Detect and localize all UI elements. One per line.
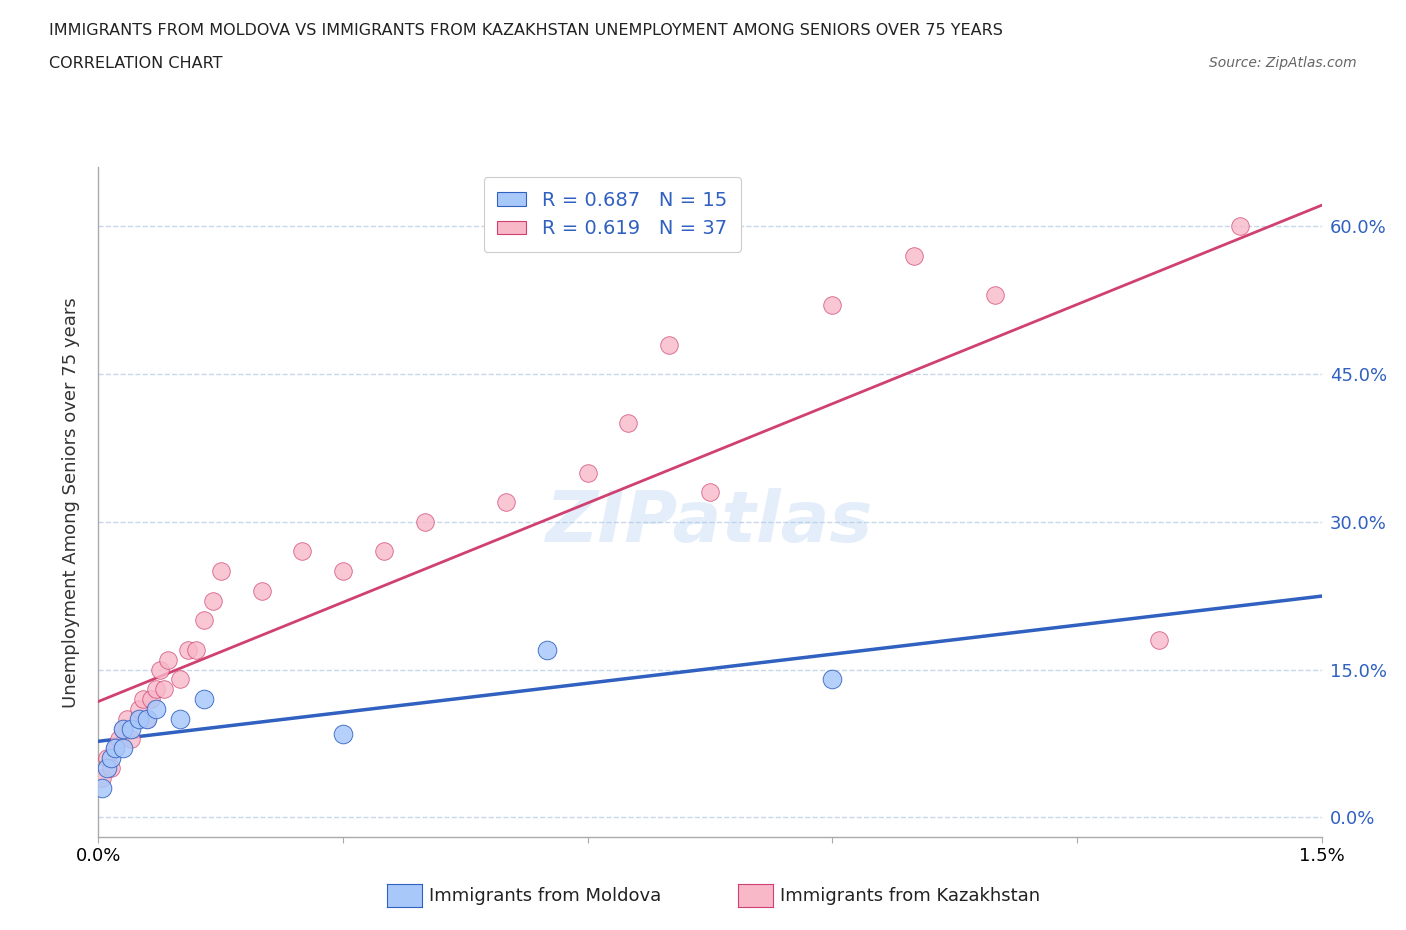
Point — [104, 741, 127, 756]
Point — [332, 726, 354, 741]
Point — [115, 711, 138, 726]
Point — [145, 682, 167, 697]
Point — [536, 643, 558, 658]
Point — [91, 780, 114, 795]
Point — [91, 770, 114, 785]
Point — [111, 722, 134, 737]
Point — [186, 643, 208, 658]
Point — [132, 692, 155, 707]
Point — [209, 564, 232, 578]
Point — [332, 564, 354, 578]
Point — [111, 722, 134, 737]
Point — [193, 613, 215, 628]
Point — [250, 583, 273, 598]
Point — [1229, 219, 1251, 234]
Text: Source: ZipAtlas.com: Source: ZipAtlas.com — [1209, 56, 1357, 70]
Point — [821, 672, 844, 687]
Point — [111, 741, 134, 756]
Point — [156, 652, 179, 667]
Point — [413, 514, 436, 529]
Point — [576, 465, 599, 480]
Point — [128, 711, 150, 726]
Legend: R = 0.687   N = 15, R = 0.619   N = 37: R = 0.687 N = 15, R = 0.619 N = 37 — [484, 177, 741, 252]
Point — [169, 672, 191, 687]
Point — [136, 711, 159, 726]
Text: CORRELATION CHART: CORRELATION CHART — [49, 56, 222, 71]
Text: ZIPatlas: ZIPatlas — [547, 488, 873, 557]
Point — [136, 711, 159, 726]
Point — [373, 544, 395, 559]
Point — [1147, 632, 1170, 647]
Point — [617, 416, 640, 431]
Point — [169, 711, 191, 726]
Point — [100, 751, 122, 765]
Point — [152, 682, 174, 697]
Point — [699, 485, 721, 499]
Y-axis label: Unemployment Among Seniors over 75 years: Unemployment Among Seniors over 75 years — [62, 297, 80, 708]
Point — [96, 761, 118, 776]
Point — [821, 298, 844, 312]
Point — [108, 731, 131, 746]
Point — [141, 692, 163, 707]
Point — [495, 495, 517, 510]
Point — [193, 692, 215, 707]
Point — [128, 701, 150, 716]
Point — [104, 741, 127, 756]
Point — [984, 288, 1007, 303]
Point — [120, 731, 142, 746]
Point — [201, 593, 224, 608]
Point — [100, 761, 122, 776]
Point — [120, 722, 142, 737]
Point — [145, 701, 167, 716]
Text: IMMIGRANTS FROM MOLDOVA VS IMMIGRANTS FROM KAZAKHSTAN UNEMPLOYMENT AMONG SENIORS: IMMIGRANTS FROM MOLDOVA VS IMMIGRANTS FR… — [49, 23, 1002, 38]
Point — [149, 662, 172, 677]
Text: Immigrants from Moldova: Immigrants from Moldova — [429, 886, 661, 905]
Point — [903, 248, 925, 263]
Text: Immigrants from Kazakhstan: Immigrants from Kazakhstan — [780, 886, 1040, 905]
Point — [291, 544, 314, 559]
Point — [96, 751, 118, 765]
Point — [658, 338, 681, 352]
Point — [177, 643, 200, 658]
